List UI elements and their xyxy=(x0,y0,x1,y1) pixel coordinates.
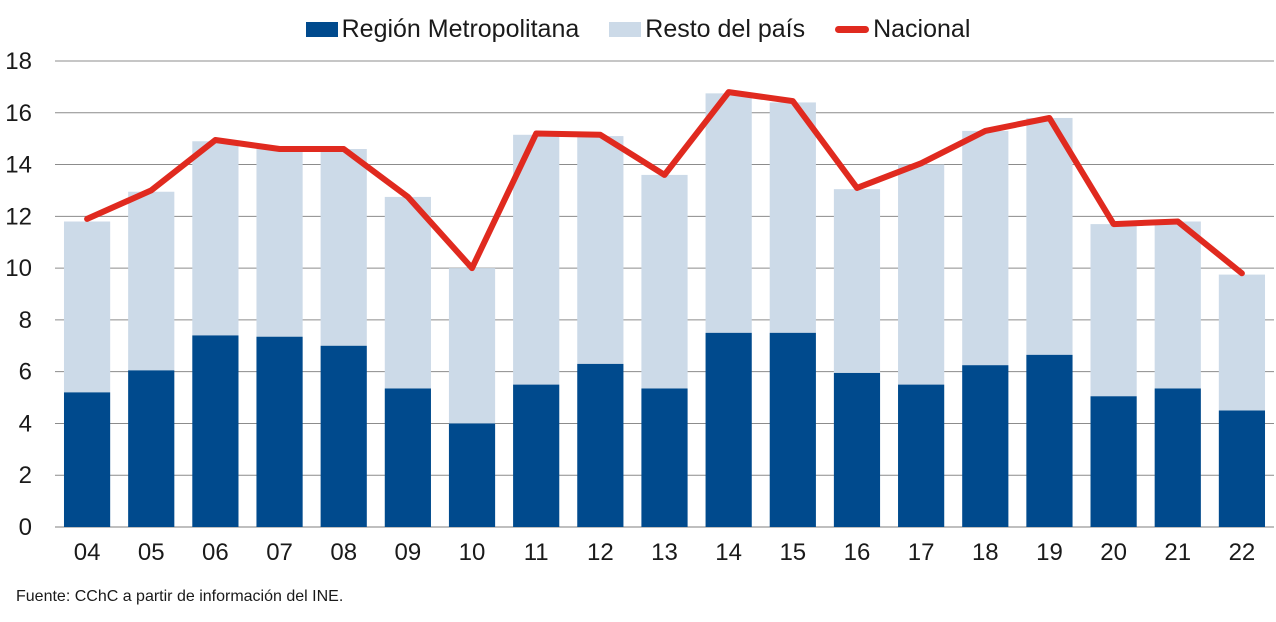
bar-region-metropolitana xyxy=(898,384,945,527)
legend-item-region-metropolitana: Región Metropolitana xyxy=(305,14,580,44)
bar-region-metropolitana xyxy=(577,363,624,527)
x-tick-label: 07 xyxy=(266,539,293,566)
bar-resto-del-pais xyxy=(962,130,1009,366)
y-tick-label: 12 xyxy=(5,203,32,230)
bar-resto-del-pais xyxy=(192,141,239,336)
bar-region-metropolitana xyxy=(192,335,239,527)
legend-swatch-nacional xyxy=(835,25,870,33)
bar-region-metropolitana xyxy=(962,365,1009,527)
bar-resto-del-pais xyxy=(448,268,496,424)
y-tick-label: 10 xyxy=(5,255,32,282)
bar-resto-del-pais xyxy=(577,136,624,364)
legend-label-resto-del-pais: Resto del país xyxy=(645,14,806,43)
bar-resto-del-pais xyxy=(63,221,111,393)
legend-label-region-metropolitana: Región Metropolitana xyxy=(341,14,580,43)
x-tick-label: 13 xyxy=(651,539,678,566)
x-tick-label: 18 xyxy=(972,539,999,566)
bar-region-metropolitana xyxy=(833,372,881,527)
bar-resto-del-pais xyxy=(898,164,945,385)
x-tick-label: 17 xyxy=(908,539,935,566)
bar-region-metropolitana xyxy=(1090,396,1137,527)
bar-resto-del-pais xyxy=(513,134,560,385)
y-tick-label: 4 xyxy=(19,410,32,437)
bar-region-metropolitana xyxy=(256,336,303,527)
y-tick-label: 8 xyxy=(19,307,32,334)
bar-region-metropolitana xyxy=(320,345,367,527)
y-tick-label: 14 xyxy=(5,152,32,179)
bar-resto-del-pais xyxy=(641,174,688,389)
bar-resto-del-pais xyxy=(833,189,881,373)
bars xyxy=(63,93,1266,527)
bar-resto-del-pais xyxy=(384,196,431,389)
x-tick-label: 21 xyxy=(1164,539,1191,566)
bar-region-metropolitana xyxy=(63,392,111,527)
bar-resto-del-pais xyxy=(128,191,175,371)
bar-region-metropolitana xyxy=(769,332,816,527)
x-tick-label: 19 xyxy=(1036,539,1063,566)
y-tick-label: 18 xyxy=(5,48,32,75)
bar-region-metropolitana xyxy=(448,423,496,527)
bar-region-metropolitana xyxy=(641,388,688,527)
x-tick-label: 04 xyxy=(74,539,101,566)
x-tick-label: 16 xyxy=(844,539,871,566)
x-tick-label: 14 xyxy=(715,539,742,566)
x-tick-label: 05 xyxy=(138,539,165,566)
x-tick-label: 08 xyxy=(330,539,357,566)
y-tick-label: 6 xyxy=(19,359,32,386)
x-tick-label: 15 xyxy=(779,539,806,566)
x-tick-label: 11 xyxy=(524,539,549,566)
legend-item-resto-del-pais: Resto del país xyxy=(609,15,805,44)
y-tick-label: 16 xyxy=(5,100,32,127)
bar-region-metropolitana xyxy=(384,388,431,527)
x-tick-label: 12 xyxy=(587,539,614,566)
bar-resto-del-pais xyxy=(256,149,303,337)
bar-resto-del-pais xyxy=(1218,274,1266,411)
nacional-line xyxy=(84,89,1245,277)
bar-region-metropolitana xyxy=(1218,410,1266,527)
bar-resto-del-pais xyxy=(1154,221,1201,389)
bar-region-metropolitana xyxy=(1026,354,1073,527)
x-tick-label: 09 xyxy=(395,539,422,566)
legend-swatch-resto-del-pais xyxy=(609,21,642,37)
y-tick-label: 2 xyxy=(19,462,32,489)
x-axis-ticks: 04 05 06 07 08 09 10 11 12 13 14 15 16 17 18 19 20 21 22 xyxy=(74,539,1256,566)
nacional-line-group xyxy=(84,89,1245,277)
bar-resto-del-pais xyxy=(705,93,752,333)
legend: Región Metropolitana Resto del país Naci… xyxy=(0,12,1276,46)
x-tick-label: 20 xyxy=(1100,539,1127,566)
bar-resto-del-pais xyxy=(769,102,816,333)
legend-item-nacional: Nacional xyxy=(835,15,970,44)
bar-region-metropolitana xyxy=(705,332,752,527)
x-tick-label: 10 xyxy=(459,539,486,566)
y-tick-label: 0 xyxy=(19,514,32,541)
bar-resto-del-pais xyxy=(320,149,367,346)
bar-region-metropolitana xyxy=(1154,388,1201,527)
x-tick-label: 22 xyxy=(1229,539,1256,566)
source-note: Fuente: CChC a partir de información del… xyxy=(16,588,344,605)
bar-resto-del-pais xyxy=(1026,117,1073,355)
y-axis-ticks: 0 2 4 6 8 10 12 14 16 18 xyxy=(5,48,32,541)
bar-resto-del-pais xyxy=(1090,224,1137,397)
legend-label-nacional: Nacional xyxy=(873,14,971,43)
bar-region-metropolitana xyxy=(513,384,560,527)
x-tick-label: 06 xyxy=(202,539,229,566)
legend-swatch-region-metropolitana xyxy=(305,21,338,37)
bar-region-metropolitana xyxy=(128,370,175,527)
